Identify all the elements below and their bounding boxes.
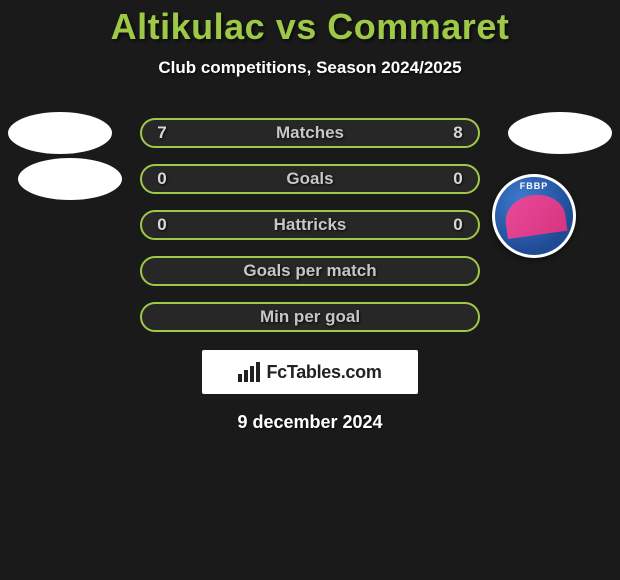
stat-pill: 0 Hattricks 0 <box>140 210 480 240</box>
player-1-club-logo <box>8 112 112 154</box>
bars-icon <box>238 362 260 382</box>
player-2-name: Commaret <box>327 6 509 47</box>
brand-name: FcTables.com <box>266 362 381 383</box>
stat-right-value: 0 <box>452 215 464 235</box>
stat-label: Min per goal <box>142 307 478 327</box>
stat-right-value: 8 <box>452 123 464 143</box>
stat-row: Min per goal <box>0 294 620 340</box>
stat-label: Goals <box>142 169 478 189</box>
stat-label: Matches <box>142 123 478 143</box>
stat-label: Hattricks <box>142 215 478 235</box>
date-stamp: 9 december 2024 <box>0 412 620 433</box>
stat-pill: 7 Matches 8 <box>140 118 480 148</box>
stat-pill: 0 Goals 0 <box>140 164 480 194</box>
stat-left-value: 0 <box>156 169 168 189</box>
player-1-club-logo <box>18 158 122 200</box>
vs-separator: vs <box>276 6 317 47</box>
subtitle: Club competitions, Season 2024/2025 <box>0 58 620 78</box>
player-2-club-badge: FBBP <box>492 174 576 258</box>
brand-attribution: FcTables.com <box>202 350 418 394</box>
stat-row: 7 Matches 8 <box>0 110 620 156</box>
stat-label: Goals per match <box>142 261 478 281</box>
stat-pill: Min per goal <box>140 302 480 332</box>
stat-left-value: 7 <box>156 123 168 143</box>
stat-right-value: 0 <box>452 169 464 189</box>
stat-pill: Goals per match <box>140 256 480 286</box>
badge-text: FBBP <box>520 181 549 191</box>
player-2-club-logo-placeholder <box>508 112 612 154</box>
player-1-name: Altikulac <box>111 6 266 47</box>
page-title: Altikulac vs Commaret <box>0 0 620 48</box>
stat-left-value: 0 <box>156 215 168 235</box>
badge-swoosh-icon <box>503 191 568 239</box>
